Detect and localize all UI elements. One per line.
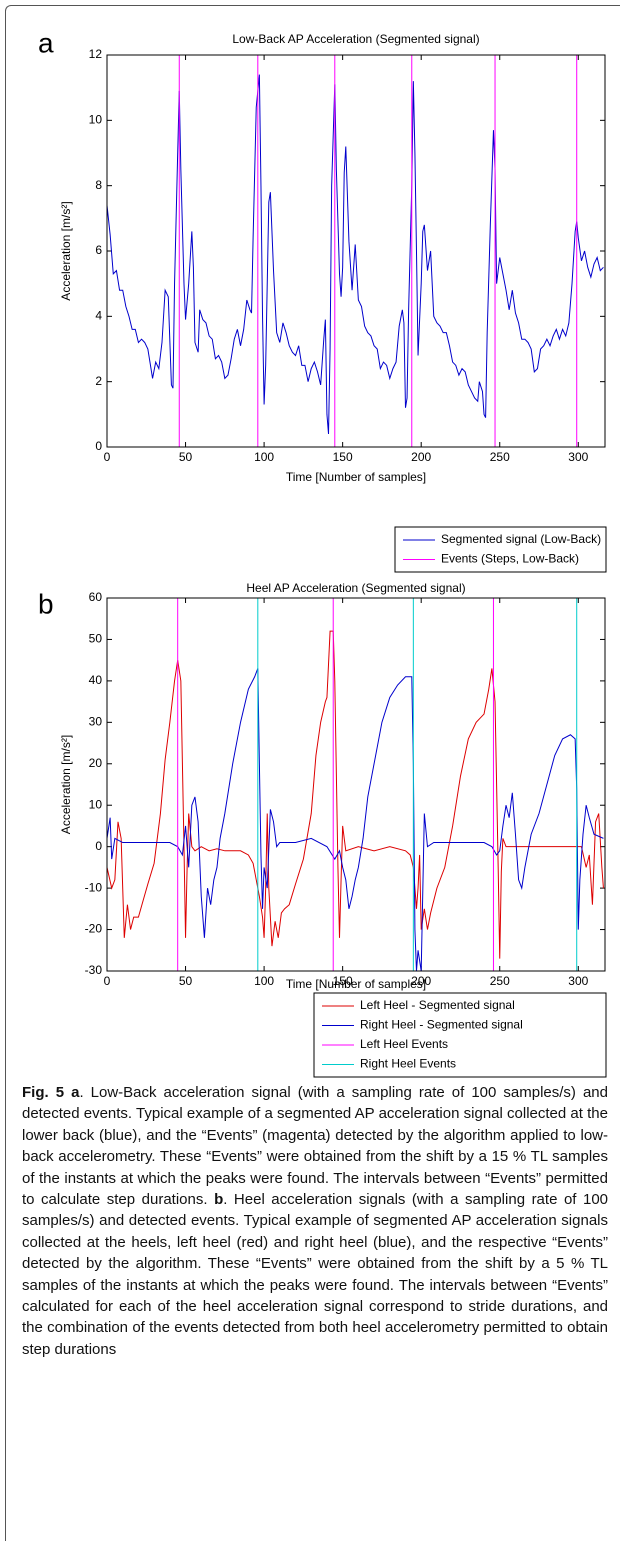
y-tick-label: 30 bbox=[89, 715, 103, 729]
legend-label: Right Heel Events bbox=[360, 1057, 456, 1071]
x-tick-label: 300 bbox=[568, 450, 588, 464]
chart-title: Low-Back AP Acceleration (Segmented sign… bbox=[232, 32, 479, 46]
x-tick-label: 0 bbox=[104, 450, 111, 464]
legend-box bbox=[313, 992, 607, 1078]
x-axis-title: Time [Number of samples] bbox=[286, 977, 426, 991]
y-tick-label: 6 bbox=[95, 243, 102, 257]
legend-label: Left Heel - Segmented signal bbox=[360, 998, 515, 1012]
x-tick-label: 0 bbox=[104, 974, 111, 988]
caption-label: Fig. 5 bbox=[22, 1084, 65, 1101]
x-tick-label: 50 bbox=[179, 450, 193, 464]
plot-area bbox=[107, 55, 604, 447]
x-tick-label: 200 bbox=[411, 450, 431, 464]
y-tick-label: 10 bbox=[89, 797, 103, 811]
caption-panel-label: a bbox=[71, 1084, 80, 1101]
chart-title: Heel AP Acceleration (Segmented signal) bbox=[246, 581, 465, 595]
y-tick-label: 0 bbox=[95, 839, 102, 853]
figure-frame bbox=[5, 5, 620, 1541]
legend-label: Segmented signal (Low-Back) bbox=[441, 532, 601, 546]
y-tick-label: 50 bbox=[89, 632, 103, 646]
x-tick-label: 300 bbox=[568, 974, 588, 988]
x-tick-label: 100 bbox=[254, 974, 274, 988]
y-axis-title: Acceleration [m/s²] bbox=[59, 201, 73, 300]
axes-box bbox=[106, 54, 606, 448]
panel-label: b bbox=[38, 588, 54, 619]
y-tick-label: 10 bbox=[89, 113, 103, 127]
x-axis-title: Time [Number of samples] bbox=[286, 470, 426, 484]
y-tick-label: 60 bbox=[89, 590, 103, 604]
x-tick-label: 250 bbox=[490, 450, 510, 464]
y-tick-label: 8 bbox=[95, 178, 102, 192]
x-tick-label: 50 bbox=[179, 974, 193, 988]
caption-text: . Heel acceleration signals (with a samp… bbox=[22, 1191, 609, 1358]
y-tick-label: 40 bbox=[89, 673, 103, 687]
caption-panel-label: b bbox=[214, 1191, 224, 1209]
legend-label: Events (Steps, Low-Back) bbox=[441, 552, 579, 566]
legend-label: Right Heel - Segmented signal bbox=[360, 1018, 523, 1032]
x-tick-label: 100 bbox=[254, 450, 274, 464]
y-tick-label: 20 bbox=[89, 756, 103, 770]
x-tick-label: 200 bbox=[411, 974, 431, 988]
y-tick-label: 0 bbox=[95, 439, 102, 453]
y-tick-label: 4 bbox=[95, 309, 102, 323]
y-axis-title: Acceleration [m/s²] bbox=[59, 735, 73, 834]
panel-label: a bbox=[38, 27, 54, 58]
legend-box bbox=[394, 526, 607, 573]
plot-area bbox=[107, 598, 604, 971]
caption-text: . Low-Back acceleration signal (with a s… bbox=[22, 1084, 608, 1209]
y-tick-label: -20 bbox=[85, 922, 103, 936]
x-tick-label: 150 bbox=[333, 450, 353, 464]
series-line bbox=[107, 630, 604, 959]
y-tick-label: 2 bbox=[95, 374, 102, 388]
caption: Fig. 5 a. Low-Back acceleration signal (… bbox=[22, 1082, 608, 1360]
x-tick-label: 250 bbox=[490, 974, 510, 988]
series-line bbox=[107, 74, 604, 434]
y-tick-label: 12 bbox=[89, 47, 103, 61]
y-tick-label: -30 bbox=[85, 963, 103, 977]
y-tick-label: -10 bbox=[85, 880, 103, 894]
legend-label: Left Heel Events bbox=[360, 1037, 448, 1051]
axes-box bbox=[106, 597, 606, 972]
figure: a Low-Back AP Acceleration (Segmented sig… bbox=[38, 27, 607, 1078]
x-tick-label: 150 bbox=[333, 974, 353, 988]
series-line bbox=[107, 668, 604, 971]
